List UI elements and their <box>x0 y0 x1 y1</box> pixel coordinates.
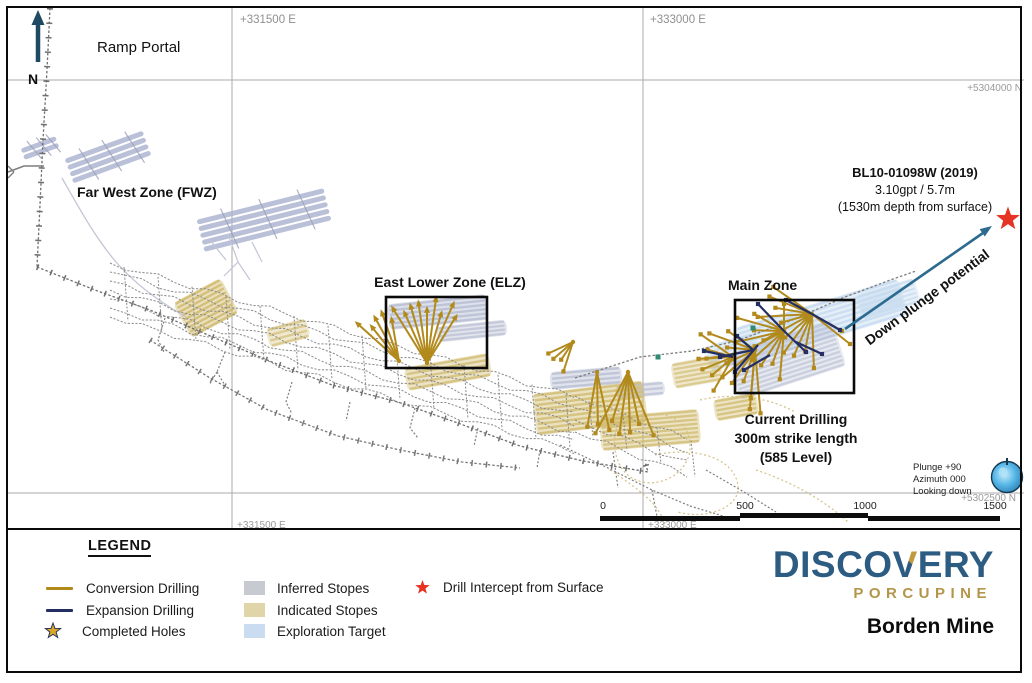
north-label: N <box>28 71 38 87</box>
far-west-zone-label: Far West Zone (FWZ) <box>77 184 217 200</box>
scale-tick-1000: 1000 <box>853 500 877 512</box>
main-zone-label: Main Zone <box>728 277 797 293</box>
current-drilling-line3: (585 Level) <box>760 449 832 465</box>
scale-tick-1500: 1500 <box>983 500 1007 512</box>
drill-intercept-star-icon <box>996 206 1020 230</box>
grid-label-333000e-top: +333000 E <box>650 14 706 26</box>
legend-item-conversion-drilling: Conversion Drilling <box>46 579 199 597</box>
conversion-drilling-line-icon <box>46 586 73 590</box>
indicated-stopes-swatch <box>244 603 265 617</box>
inferred-stopes-swatch <box>244 581 265 595</box>
legend-item-drill-intercept: Drill Intercept from Surface <box>414 578 604 596</box>
grid-label-333000e-bottom: +333000 E <box>648 520 697 530</box>
logo-v-accent: V <box>892 544 918 585</box>
legend-item-label: Indicated Stopes <box>277 602 378 618</box>
drill-intercept-star-legend-icon <box>414 578 433 596</box>
intercept-line1: BL10-01098W (2019) <box>852 165 978 180</box>
view-plunge: Plunge +90 <box>913 462 961 473</box>
mine-plan-map: N Ramp Portal Far West Zone (FWZ) East L… <box>7 7 1024 530</box>
view-azimuth: Azimuth 000 <box>913 474 966 485</box>
grid-label-331500e-top: +331500 E <box>240 14 296 26</box>
grid-label-331500e-bottom: +331500 E <box>237 520 286 530</box>
legend-item-completed-holes: Completed Holes <box>44 622 186 640</box>
legend-separator <box>6 528 1022 530</box>
orientation-globe-icon <box>990 458 1024 494</box>
intercept-line2: 3.10gpt / 5.7m <box>875 183 955 197</box>
view-looking: Looking down <box>913 486 972 497</box>
expansion-drilling-line-icon <box>46 608 73 612</box>
down-plunge-arrow <box>844 226 992 331</box>
intercept-line3: (1530m depth from surface) <box>838 200 992 214</box>
logo-subtitle: PORCUPINE <box>853 585 992 602</box>
completed-holes-star-icon <box>44 622 63 640</box>
current-drilling-line2: 300m strike length <box>735 430 858 446</box>
scale-tick-500: 500 <box>736 500 754 512</box>
intercept-annotation: BL10-01098W (2019) 3.10gpt / 5.7m (1530m… <box>838 165 992 214</box>
zone-box-elz <box>384 295 489 370</box>
ramp-portal-label: Ramp Portal <box>97 39 180 56</box>
current-drilling-annotation: Current Drilling 300m strike length (585… <box>735 411 858 465</box>
legend-title: LEGEND <box>88 538 152 557</box>
site-name: Borden Mine <box>866 615 994 638</box>
current-drilling-line1: Current Drilling <box>745 411 848 427</box>
logo-wordmark: DISCOVERY <box>772 544 994 585</box>
legend-item-label: Inferred Stopes <box>277 580 370 596</box>
legend-item-label: Drill Intercept from Surface <box>443 579 604 595</box>
legend-panel: LEGEND Conversion Drilling Expansion Dri… <box>8 530 1022 673</box>
north-arrow-icon <box>31 10 45 62</box>
company-logo: DISCOVERY PORCUPINE Borden Mine <box>694 544 994 639</box>
exploration-target-swatch <box>244 624 265 638</box>
legend-item-label: Exploration Target <box>277 623 386 639</box>
legend-item-exploration-target: Exploration Target <box>244 622 386 640</box>
east-lower-zone-label: East Lower Zone (ELZ) <box>374 274 526 290</box>
scale-bar: 0 500 1000 1500 <box>600 500 1007 521</box>
drill-hole-fans <box>354 284 853 438</box>
grid-label-5304000n: +5304000 N <box>967 83 1022 94</box>
grid-label-5302500n: +5302500 N <box>961 493 1016 504</box>
legend-item-inferred-stopes: Inferred Stopes <box>244 579 369 597</box>
scale-tick-0: 0 <box>600 500 606 512</box>
tunnel-network <box>7 7 917 526</box>
zone-box-main <box>733 298 856 395</box>
legend-item-indicated-stopes: Indicated Stopes <box>244 601 378 619</box>
legend-item-expansion-drilling: Expansion Drilling <box>46 601 194 619</box>
legend-item-label: Completed Holes <box>82 623 186 639</box>
legend-item-label: Expansion Drilling <box>86 602 195 618</box>
view-orientation: Plunge +90 Azimuth 000 Looking down <box>913 458 1024 497</box>
grid-lines <box>7 7 1024 529</box>
legend-item-label: Conversion Drilling <box>86 580 200 596</box>
